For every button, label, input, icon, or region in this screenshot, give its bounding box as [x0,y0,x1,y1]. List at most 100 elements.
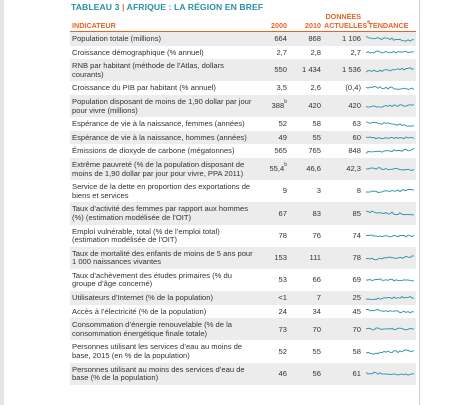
trend-cell [364,305,416,319]
cell-value: 73 [278,324,287,334]
cell-value: 420 [308,101,321,111]
table-row: Personnes utilisant au moins des service… [70,362,416,385]
table-row: RNB par habitant (méthode de l’Atlas, do… [70,59,416,82]
sparkline-path [366,67,414,73]
sparkline [366,210,414,217]
separator: | [119,2,127,12]
value-cell: 1 434 [290,59,324,82]
sparkline-path [366,167,414,172]
trend-cell [364,318,416,341]
sparkline-path [366,210,414,217]
indicator-label: Croissance du PIB par habitant (% annuel… [72,83,216,93]
cell-value: 49 [278,132,287,142]
value-cell: 550 [256,59,290,82]
cell-value: 8 [356,186,361,196]
sparkline [366,104,414,108]
sparkline-path [366,349,414,355]
indicator-label: Utilisateurs d’Internet (% de la populat… [70,291,256,305]
cell-value: 34 [312,306,321,316]
indicator-label: Espérance de vie à la naissance, hommes … [70,130,256,145]
value-cell: 46 [256,362,290,385]
trend-cell [364,46,416,60]
trend-cell [364,269,416,291]
value-cell: 565 [256,144,290,158]
value-cell: 52 [256,117,290,131]
cell-value: 388 [271,101,285,111]
sparkline [366,189,414,194]
trend-cell [364,225,416,247]
value-cell: 46,6 [290,157,324,181]
sparkline [366,51,414,55]
cell-value: 58 [352,346,361,356]
cell-value: 1 434 [301,65,321,75]
value-cell: 8 [324,180,364,202]
value-cell: 55 [290,130,324,145]
footnote-mark: b [284,99,287,106]
cell-value: 85 [352,208,361,218]
trend-cell [364,362,416,385]
sparkline [366,349,414,355]
column-header: INDICATEUR [70,13,256,32]
data-table: INDICATEUR 2000 2010 DONNÉES ACTUELLESa … [70,12,416,385]
value-cell: 664 [256,31,290,46]
indicator-label: Accès à l’électricité (% de la populatio… [72,306,207,316]
cell-value: 58 [312,119,321,129]
cell-value: 69 [352,275,361,285]
page-edge [419,0,420,405]
cell-value: 46 [278,368,287,378]
sparkline [366,35,414,42]
trend-cell [364,157,416,181]
table-row: Utilisateurs d’Internet (% de la populat… [70,291,416,305]
value-cell: 74 [324,225,364,247]
cell-value: 7 [316,293,321,303]
trend-cell [364,31,416,46]
table-head: INDICATEUR 2000 2010 DONNÉES ACTUELLESa … [70,12,416,32]
cell-value: 420 [348,101,361,111]
value-cell: 848 [324,144,364,158]
trend-cell [364,144,416,158]
column-header: 2010 [290,13,324,32]
sparkline-path [366,136,414,139]
indicator-label: Extrême pauvreté (% de la population dis… [70,157,256,181]
value-cell: 70 [324,318,364,341]
cell-value: 70 [312,324,321,334]
value-cell: 24 [256,305,290,319]
value-cell: 3,5 [256,81,290,95]
cell-value: 78 [352,252,361,262]
indicator-label: Taux d’activité des femmes par rapport a… [70,202,256,225]
table-row: Émissions de dioxyde de carbone (mégaton… [70,144,416,158]
sparkline-path [366,255,414,261]
table-row: Population totale (millions) 664 868 1 106 [70,31,416,46]
value-cell: 76 [290,225,324,247]
value-cell: 25 [324,291,364,305]
cell-value: 765 [308,146,321,156]
sparkline [366,136,414,139]
sparkline-path [366,51,414,55]
trend-cell [364,94,416,118]
cell-value: 45 [352,306,361,316]
value-cell: 2,6 [290,81,324,95]
value-cell: 868 [290,31,324,46]
cell-value: 42,3 [346,164,361,174]
cell-value: 3 [316,186,321,196]
value-cell: 56 [290,362,324,385]
sparkline-path [366,327,414,331]
cell-value: 2,8 [310,47,321,57]
column-header: 2000 [256,13,290,32]
value-cell: 61 [324,362,364,385]
value-cell: 67 [256,202,290,225]
cell-value: 63 [352,119,361,129]
cell-value: 2,7 [350,47,361,57]
cell-value: 74 [352,230,361,240]
value-cell: 45 [324,305,364,319]
sparkline [366,278,414,282]
sparkline [366,67,414,73]
value-cell: 111 [290,246,324,269]
table-row: Taux de mortalité des enfants de moins d… [70,246,416,269]
cell-value: 61 [352,368,361,378]
cell-value: 848 [348,146,361,156]
value-cell: 73 [256,318,290,341]
value-cell: 2,7 [324,46,364,60]
column-header: DONNÉES ACTUELLESa [324,12,370,32]
table-row: Population disposant de moins de 1,90 do… [70,94,416,118]
